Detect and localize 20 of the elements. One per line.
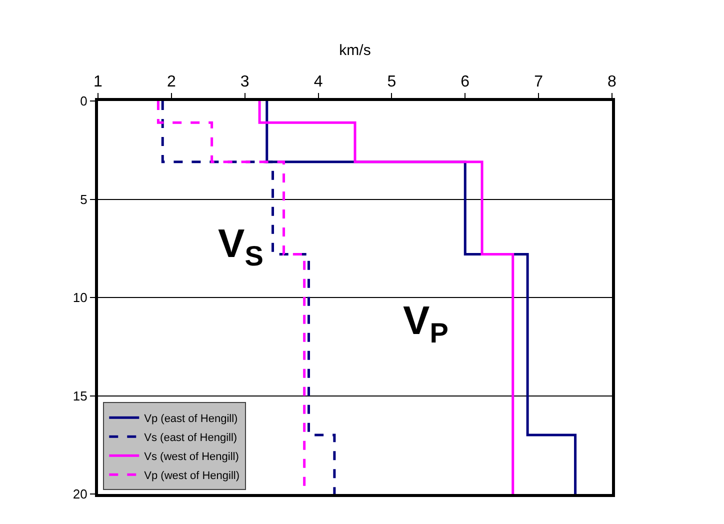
legend-label: Vs (west of Hengill) bbox=[144, 450, 239, 463]
annotation: V$_{S}$ bbox=[218, 222, 264, 272]
y-tick-label: 15 bbox=[72, 388, 88, 404]
legend-label: Vp (west of Hengill) bbox=[144, 470, 240, 482]
x-axis-title: km/s bbox=[339, 42, 371, 59]
x-tick-label: 2 bbox=[166, 74, 176, 91]
x-tick-label: 5 bbox=[387, 74, 396, 91]
x-tick-label: 3 bbox=[240, 74, 250, 91]
y-tick-label: 5 bbox=[80, 192, 88, 207]
x-tick-label: 7 bbox=[534, 74, 544, 91]
x-tick-label: 4 bbox=[314, 74, 323, 91]
x-tick-label: 6 bbox=[460, 74, 470, 91]
annotation: V$_{P}$ bbox=[403, 299, 448, 348]
y-tick-label: 10 bbox=[72, 290, 88, 306]
legend-label: Vp (east of Hengill) bbox=[144, 412, 238, 425]
y-tick-label: 20 bbox=[72, 486, 88, 502]
legend-label: Vs (east of Hengill) bbox=[144, 432, 238, 444]
x-tick-label: 1 bbox=[94, 74, 103, 91]
y-tick-label: 0 bbox=[80, 94, 88, 109]
x-tick-label: 8 bbox=[608, 74, 617, 91]
